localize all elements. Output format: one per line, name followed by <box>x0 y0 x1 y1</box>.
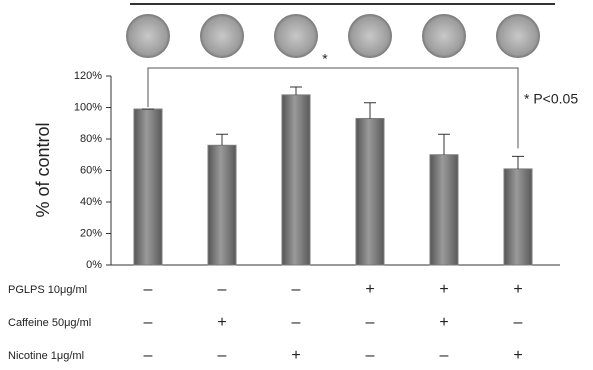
sample-image <box>200 14 244 58</box>
treatment-sign: – <box>292 281 301 298</box>
bar <box>430 155 458 265</box>
y-tick-label: 100% <box>74 101 102 113</box>
treatment-sign: + <box>365 281 374 298</box>
y-tick-label: 20% <box>80 227 102 239</box>
significance-mark: * <box>322 51 328 67</box>
bar <box>356 119 384 265</box>
error-bar <box>512 156 524 169</box>
treatment-sign: + <box>513 347 522 364</box>
bar <box>134 109 162 265</box>
sample-image <box>496 14 540 58</box>
y-axis-label: % of control <box>33 122 53 217</box>
bar <box>504 169 532 265</box>
error-bar <box>216 134 228 145</box>
treatment-sign: – <box>144 347 153 364</box>
sample-image <box>348 14 392 58</box>
treatment-sign: + <box>439 281 448 298</box>
y-tick-label: 120% <box>74 70 102 82</box>
treatment-label: Nicotine 1μg/ml <box>8 350 84 362</box>
treatment-sign: – <box>366 347 375 364</box>
treatment-label: PGLPS 10μg/ml <box>8 284 87 296</box>
treatment-sign: + <box>291 347 300 364</box>
treatment-sign: + <box>513 281 522 298</box>
treatment-sign: – <box>440 347 449 364</box>
sample-image <box>126 14 170 58</box>
bar <box>282 95 310 265</box>
sample-image <box>274 14 318 58</box>
treatment-sign: – <box>144 281 153 298</box>
treatment-sign: – <box>514 314 523 331</box>
error-bar <box>438 134 450 154</box>
treatment-sign: – <box>144 314 153 331</box>
treatment-sign: + <box>439 314 448 331</box>
y-tick-label: 40% <box>80 196 102 208</box>
y-tick-label: 0% <box>86 259 102 271</box>
y-tick-label: 80% <box>80 133 102 145</box>
error-bar <box>290 87 302 95</box>
treatment-sign: – <box>218 347 227 364</box>
treatment-sign: + <box>217 314 226 331</box>
error-bar <box>364 103 376 119</box>
significance-note: * P<0.05 <box>524 91 578 107</box>
treatment-label: Caffeine 50μg/ml <box>8 317 91 329</box>
bar <box>208 145 236 265</box>
treatment-sign: – <box>218 281 227 298</box>
treatment-sign: – <box>366 314 375 331</box>
sample-image <box>422 14 466 58</box>
significance-bracket <box>148 68 518 148</box>
chart: % of control * * P<0.05 0% 20% 40% 60% 80% 10… <box>0 0 593 370</box>
treatment-sign: – <box>292 314 301 331</box>
y-tick-label: 60% <box>80 164 102 176</box>
